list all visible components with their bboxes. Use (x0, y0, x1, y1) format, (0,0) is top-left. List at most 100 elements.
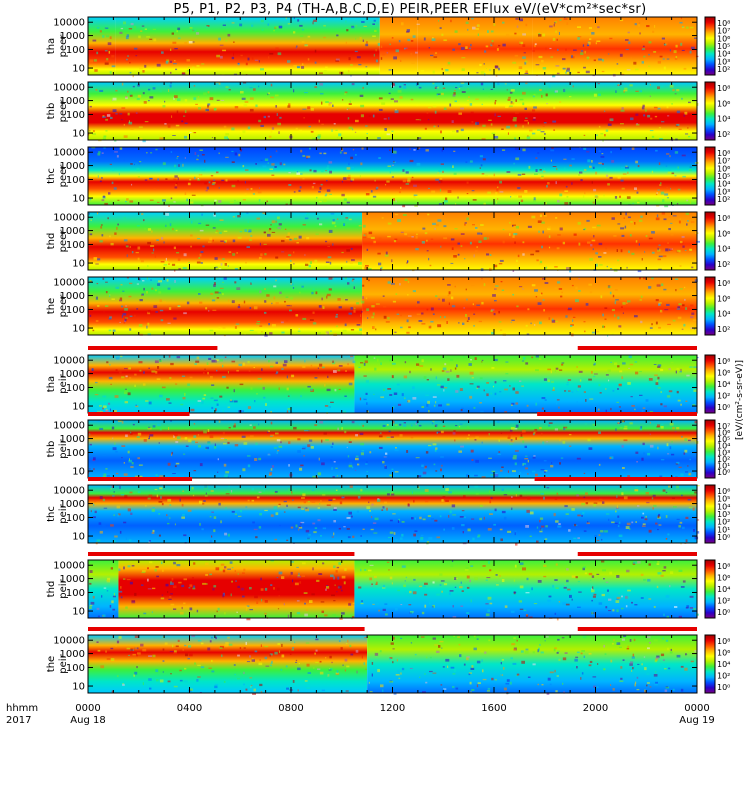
speckle (330, 213, 335, 215)
speckle (285, 237, 289, 239)
speckle (619, 521, 621, 524)
speckle (376, 603, 379, 605)
speckle (310, 388, 313, 391)
speckle (583, 655, 586, 658)
speckle (348, 69, 350, 73)
speckle (89, 433, 91, 435)
speckle (268, 323, 270, 326)
speckle (165, 213, 170, 216)
speckle (403, 84, 406, 86)
speckle (686, 374, 690, 377)
speckle (491, 677, 494, 681)
speckle (155, 474, 158, 476)
speckle (520, 650, 524, 653)
speckle (663, 66, 666, 70)
speckle (441, 590, 443, 593)
speckle (215, 360, 217, 363)
speckle (460, 605, 464, 607)
speckle (269, 168, 274, 170)
speckle (658, 127, 661, 129)
speckle (486, 690, 490, 692)
speckle (573, 233, 577, 236)
speckle (424, 489, 429, 492)
speckle (454, 439, 456, 442)
speckle (421, 323, 426, 325)
speckle (289, 309, 292, 312)
speckle (519, 608, 524, 610)
speckle (196, 356, 200, 360)
speckle (394, 100, 398, 103)
speckle (590, 244, 593, 247)
speckle (350, 74, 352, 77)
speckle (501, 289, 505, 291)
speckle (604, 653, 607, 655)
speckle (399, 283, 401, 286)
speckle (331, 536, 334, 538)
speckle (264, 587, 268, 591)
speckle (318, 201, 322, 203)
speckle (274, 490, 278, 493)
speckle (141, 571, 146, 573)
speckle (432, 313, 435, 315)
speckle (328, 499, 333, 501)
speckle (655, 382, 659, 385)
colorbar-tick-label: 10⁸ (717, 214, 730, 223)
speckle (416, 421, 418, 424)
speckle (297, 506, 301, 509)
speckle (483, 283, 486, 287)
speckle (515, 402, 519, 405)
speckle (622, 302, 626, 305)
speckle (127, 450, 130, 454)
colorbar-tick-label: 10⁴ (717, 380, 730, 389)
speckle (409, 148, 411, 150)
speckle (391, 37, 394, 39)
speckle (442, 87, 446, 89)
speckle (348, 103, 352, 105)
speckle (256, 217, 260, 220)
speckle (306, 687, 311, 689)
speckle (89, 95, 91, 97)
speckle (672, 426, 675, 430)
speckle (615, 299, 619, 301)
speckle (391, 468, 394, 470)
speckle (618, 406, 621, 408)
speckle (289, 653, 292, 655)
speckle (385, 452, 388, 455)
speckle (126, 198, 129, 201)
speckle (436, 384, 441, 386)
spectrogram-segment (367, 635, 697, 693)
speckle (128, 28, 133, 30)
speckle (679, 240, 683, 244)
speckle (689, 26, 694, 29)
speckle (415, 457, 420, 459)
speckle (471, 121, 474, 123)
speckle (397, 669, 400, 673)
speckle (404, 591, 406, 594)
speckle (317, 356, 321, 359)
speckle (651, 231, 655, 234)
speckle (155, 148, 158, 151)
speckle (143, 287, 145, 291)
speckle (562, 58, 566, 61)
speckle (316, 217, 319, 220)
speckle (443, 389, 445, 392)
speckle (607, 334, 609, 337)
speckle (554, 266, 558, 268)
speckle (655, 149, 658, 152)
speckle (542, 124, 545, 127)
speckle (623, 427, 628, 430)
speckle (434, 110, 437, 114)
speckle (509, 104, 514, 106)
speckle (475, 436, 479, 438)
speckle (466, 612, 470, 614)
speckle (350, 156, 354, 160)
speckle (541, 397, 546, 400)
speckle (301, 575, 305, 577)
speckle (353, 310, 356, 313)
speckle (337, 298, 341, 301)
speckle (261, 331, 263, 333)
speckle (607, 369, 611, 372)
speckle (441, 647, 443, 649)
speckle (479, 377, 483, 380)
speckle (119, 299, 123, 302)
